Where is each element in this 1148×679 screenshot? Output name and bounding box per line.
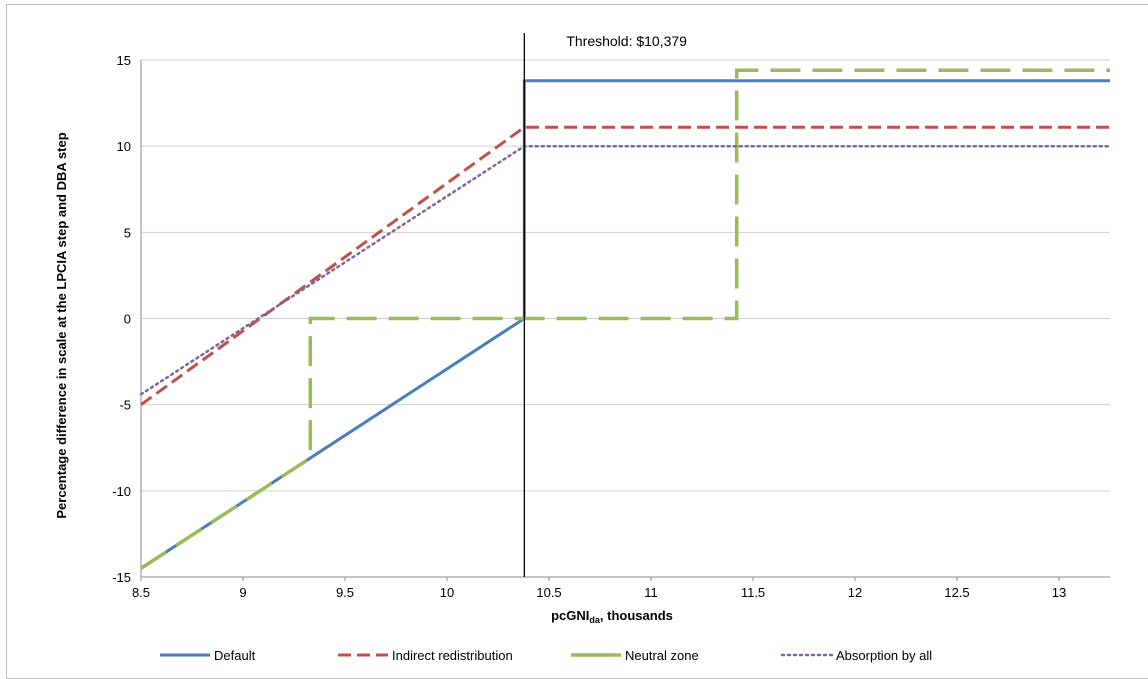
x-tick-label: 9 [239, 585, 246, 600]
x-tick-label: 11.5 [741, 585, 765, 600]
series-line-indirect-redistribution [140, 125, 1110, 406]
x-axis-title-main: pcGNI [551, 608, 589, 623]
series-line-default [140, 79, 1110, 570]
y-tick-label: 10 [117, 139, 131, 154]
threshold-marker: Threshold: $10,379 [523, 33, 687, 577]
x-tick-label: 10.5 [536, 585, 561, 600]
x-tick-label: 9.5 [336, 585, 354, 600]
x-tick-label: 12.5 [944, 585, 969, 600]
legend-label: Neutral zone [625, 648, 699, 663]
y-tick-label: 5 [124, 225, 131, 240]
axes [140, 60, 1110, 578]
y-tick-label: -15 [112, 570, 131, 585]
x-axis-title: pcGNIda, thousands [551, 608, 673, 625]
y-tick-label: -5 [119, 398, 131, 413]
y-tick-label: 15 [117, 53, 131, 68]
x-tick-label: 8.5 [132, 585, 150, 600]
series-line-neutral-zone [140, 68, 1110, 570]
x-tick-label: 11 [644, 585, 658, 600]
y-axis-title: Percentage difference in scale at the LP… [54, 132, 69, 518]
legend-label: Indirect redistribution [392, 648, 513, 663]
y-tick-label: -10 [112, 484, 131, 499]
series-line-absorption-by-all [139, 144, 1112, 396]
legend-label: Default [214, 648, 256, 663]
x-tick-label: 12 [848, 585, 862, 600]
x-axis-title-suffix: , thousands [600, 608, 673, 623]
x-tick-label: 13 [1052, 585, 1066, 600]
legend-label: Absorption by all [836, 648, 932, 663]
x-axis-title-subscript: da [589, 615, 600, 625]
x-tick-label: 10 [440, 585, 454, 600]
legend: Default Indirect redistribution Neutral zo… [160, 648, 932, 663]
x-tick-labels: 8.5 9 9.5 10 10.5 11 11.5 12 12.5 13 [132, 577, 1066, 600]
y-tick-labels: 15 10 5 0 -5 -10 -15 [112, 53, 131, 585]
y-tick-label: 0 [124, 312, 131, 327]
threshold-label: Threshold: $10,379 [566, 33, 687, 49]
series-lines [139, 68, 1112, 570]
